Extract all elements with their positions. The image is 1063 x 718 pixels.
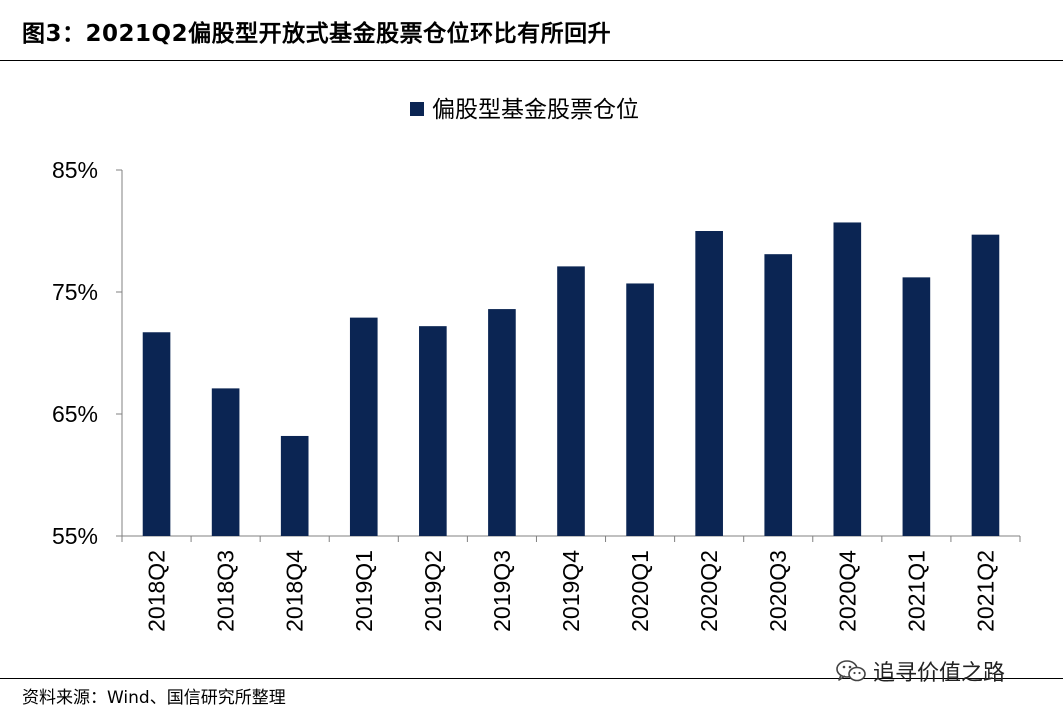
bar: [211, 388, 240, 536]
watermark: 追寻价值之路: [835, 655, 1005, 687]
title-bar: 图3：2021Q2偏股型开放式基金股票仓位环比有所回升: [0, 0, 1063, 60]
bar: [764, 254, 793, 536]
chart-title: 图3：2021Q2偏股型开放式基金股票仓位环比有所回升: [22, 21, 612, 47]
bar: [280, 435, 309, 536]
bar: [833, 222, 862, 536]
wechat-icon: [836, 660, 866, 682]
source-note: 资料来源：Wind、国信研究所整理: [22, 688, 286, 708]
x-tick-label: 2019Q1: [351, 550, 377, 632]
title-divider: [0, 60, 1063, 61]
y-axis: 55% 65% 75% 85%: [52, 157, 123, 549]
x-tick-label: 2021Q2: [972, 550, 998, 632]
y-tick-label: 75%: [52, 279, 98, 305]
x-tick-label: 2019Q2: [420, 550, 446, 632]
bar-chart: 偏股型基金股票仓位 55%65%75%85% 2018Q2 2018Q3 2018Q…: [52, 97, 1021, 632]
x-tick-label: 2021Q1: [903, 550, 929, 632]
x-tick-label: 2019Q4: [558, 550, 584, 632]
x-tick-labels: 2018Q2 2018Q3 2018Q4 2019Q1 2019Q2 2019Q3 2019…: [144, 550, 999, 632]
legend-label: 偏股型基金股票仓位: [432, 97, 639, 123]
x-tick-label: 2018Q2: [144, 550, 170, 632]
y-tick-label: 85%: [52, 157, 98, 183]
bar: [349, 317, 378, 536]
bar: [488, 309, 516, 536]
x-tick-label: 2018Q3: [213, 550, 239, 632]
watermark-text: 追寻价值之路: [873, 661, 1006, 686]
x-tick-label: 2020Q2: [696, 550, 722, 632]
x-tick-label: 2018Q4: [282, 550, 308, 632]
y-tick-label: 55%: [52, 523, 98, 549]
bar: [626, 283, 654, 536]
x-tick-label: 2019Q3: [489, 550, 515, 632]
x-axis: [121, 535, 1021, 542]
x-tick-label: 2020Q1: [627, 550, 653, 632]
chart-legend: 偏股型基金股票仓位: [410, 97, 639, 123]
x-tick-label: 2020Q3: [765, 550, 791, 632]
bar: [902, 277, 931, 536]
legend-swatch: [410, 102, 424, 116]
footer-divider: [0, 678, 1063, 679]
bar: [142, 332, 171, 536]
bar: [557, 266, 585, 536]
bar-series: [142, 222, 1000, 536]
bar: [971, 234, 1000, 536]
bar: [419, 326, 447, 536]
x-tick-label: 2020Q4: [834, 550, 860, 632]
bar: [695, 231, 723, 536]
y-tick-label: 65%: [52, 401, 98, 427]
